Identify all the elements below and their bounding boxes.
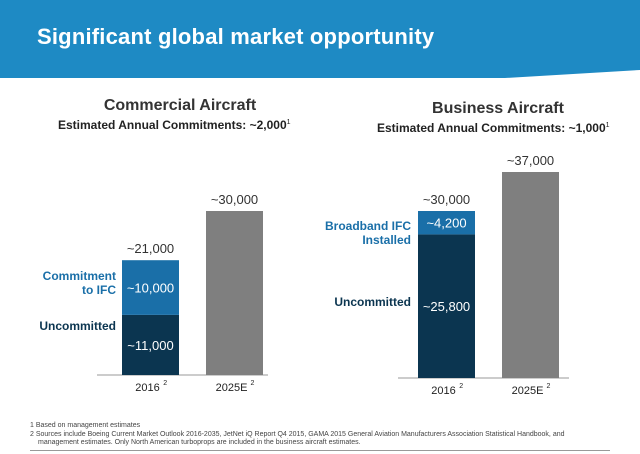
commercial-tick-sup-2016: 2: [163, 380, 167, 387]
business-total-label-2016: ~30,000: [423, 192, 470, 207]
footnotes: 1 Based on management estimates 2 Source…: [30, 422, 610, 448]
commercial-tick-label-2025e: 2025E: [216, 382, 248, 394]
commercial-legend-label-1-line-0: Uncommitted: [39, 319, 116, 333]
business-legend-label-1-line-0: Uncommitted: [334, 295, 411, 309]
header-wedge-decoration: [505, 70, 640, 78]
business-chart-title: Business Aircraft: [432, 100, 564, 117]
business-tick-sup-2016: 2: [459, 383, 463, 390]
footnote-2-cont: management estimates. Only North America…: [38, 439, 361, 446]
commercial-bar-label-2016-series-0: ~11,000: [127, 338, 173, 353]
business-total-label-2025e: ~37,000: [507, 153, 554, 168]
commercial-bar-2016-series-1: [122, 260, 179, 315]
slide-header: Significant global market opportunity: [0, 0, 640, 78]
commercial-chart-title: Commercial Aircraft: [103, 97, 257, 114]
business-bar-2025e-series-2: [502, 172, 559, 378]
commercial-bar-label-2016-series-1: ~10,000: [127, 281, 174, 296]
business-subtitle-text: Estimated Annual Commitments: ~1,000: [377, 121, 606, 135]
commercial-tick-sup-2025e: 2: [251, 380, 255, 387]
business-chart-subtitle: Estimated Annual Commitments: ~1,0001: [377, 121, 610, 135]
commercial-subtitle-sup: 1: [286, 119, 291, 126]
business-bar-2016-series-1: [418, 211, 475, 235]
commercial-bar-2016-series-0: [122, 314, 179, 375]
commercial-tick-label-2016: 2016: [135, 382, 159, 394]
business-legend-label-0-line-1: Installed: [362, 233, 411, 247]
footnote-1: 1 Based on management estimates: [30, 422, 141, 429]
commercial-bar-2025e-series-2: [206, 211, 263, 375]
business-tick-label-2025e: 2025E: [512, 385, 544, 397]
commercial-legend-label-0-line-0: Commitment: [43, 269, 116, 283]
commercial-total-label-2016: ~21,000: [127, 241, 174, 256]
commercial-chart-subtitle: Estimated Annual Commitments: ~2,0001: [58, 118, 291, 132]
business-tick-sup-2025e: 2: [547, 383, 551, 390]
business-bar-label-2016-series-0: ~25,800: [423, 299, 470, 314]
business-bar-2016-series-0: [418, 234, 475, 378]
slide-title: Significant global market opportunity: [37, 24, 435, 49]
business-legend-label-0-line-0: Broadband IFC: [325, 219, 411, 233]
business-subtitle-sup: 1: [605, 122, 610, 129]
footnote-2: 2 Sources include Boeing Current Market …: [30, 430, 565, 438]
commercial-legend-label-0-line-1: to IFC: [82, 283, 116, 297]
commercial-subtitle-text: Estimated Annual Commitments: ~2,000: [58, 118, 287, 132]
footnote-divider: [30, 450, 610, 451]
business-bar-label-2016-series-1: ~4,200: [426, 216, 466, 231]
business-tick-label-2016: 2016: [431, 385, 455, 397]
commercial-total-label-2025e: ~30,000: [211, 192, 258, 207]
